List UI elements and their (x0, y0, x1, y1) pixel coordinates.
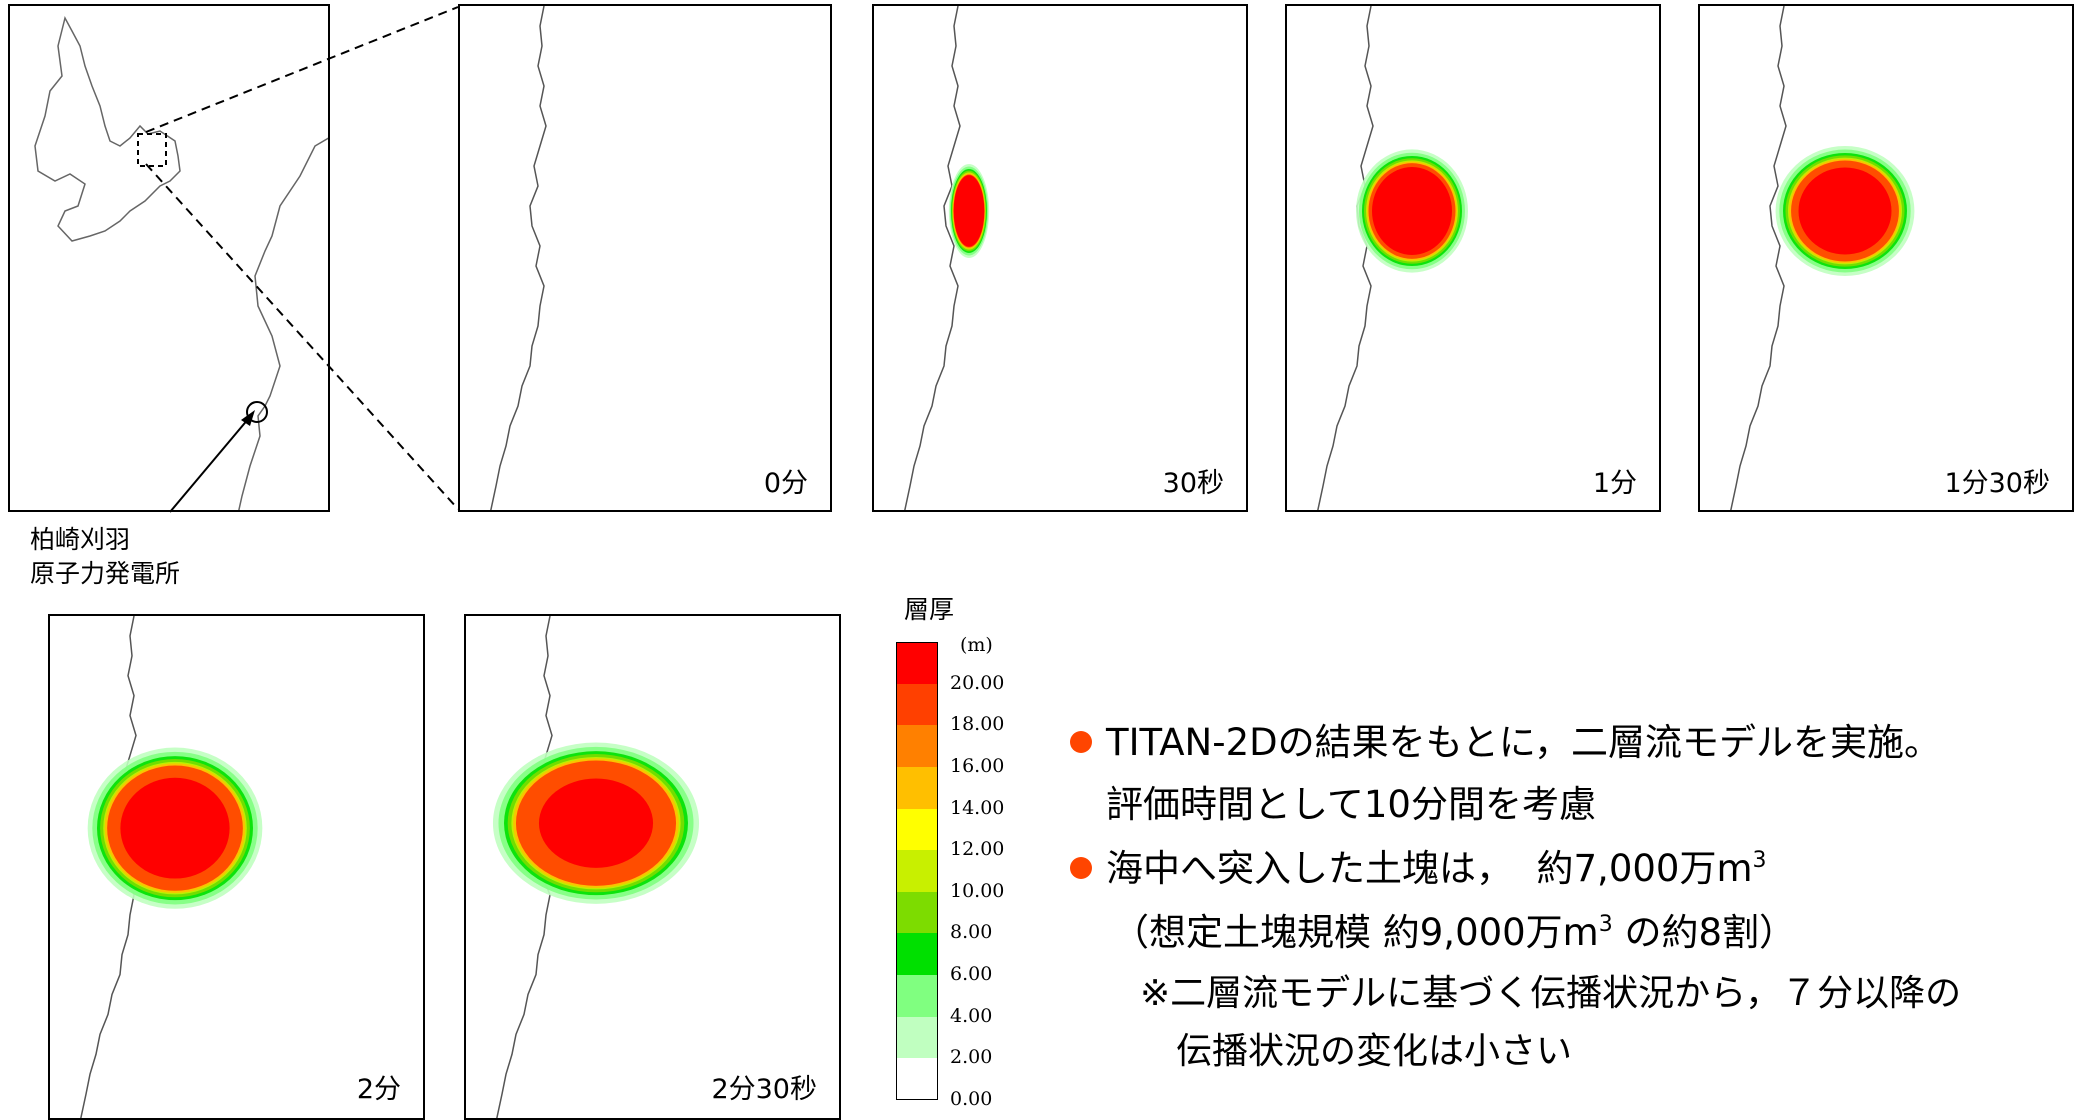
legend-swatch (896, 933, 938, 976)
sim-panel-3: 1分30秒 (1698, 4, 2074, 512)
overview-map (8, 4, 330, 512)
legend-swatch (896, 642, 938, 684)
sim-map (80, 616, 263, 1118)
note-1-line-1: TITAN-2Dの結果をもとに，二層流モデルを実施。 (1106, 721, 1942, 764)
note-2-text: 海中へ突入した土塊は， 約7,000万m (1106, 847, 1753, 890)
sim-panel-0: 0分 (458, 4, 832, 512)
legend-tick-label: 12.00 (950, 838, 1005, 861)
time-label: 30秒 (1162, 468, 1224, 499)
legend-swatch (896, 1016, 938, 1059)
note-3-post: の約8割） (1612, 911, 1797, 954)
legend-tick-label: 8.00 (950, 921, 993, 944)
note-bullet-2: 海中へ突入した土塊は， 約7,000万m3 (1070, 838, 1767, 892)
note-5-row: 伝播状況の変化は小さい (1176, 1022, 1572, 1074)
coastline (490, 6, 547, 510)
legend: (m) 20.00 18.00 16.00 14.00 12.00 10.00 8.00 6.… (896, 634, 1036, 1110)
note-3-row: （想定土塊規模 約9,000万m3 の約8割） (1112, 902, 1796, 956)
sim-map (904, 6, 990, 510)
legend-colorbar (896, 642, 938, 1100)
note-2-sup: 3 (1752, 848, 1767, 873)
landslide-flow (1775, 146, 1915, 276)
legend-swatch (896, 891, 938, 934)
landslide-flow (948, 163, 990, 259)
legend-swatch (896, 766, 938, 809)
note-bullet-1: TITAN-2Dの結果をもとに，二層流モデルを実施。 (1070, 712, 1941, 766)
zoom-box (137, 133, 167, 167)
sim-map (1317, 6, 1468, 510)
time-label: 2分 (356, 1074, 401, 1105)
legend-swatch (896, 725, 938, 767)
legend-swatch (896, 850, 938, 892)
sim-panel-1: 30秒 (872, 4, 1248, 512)
legend-tick-label: 20.00 (950, 671, 1005, 694)
legend-swatch (896, 683, 938, 726)
time-label: 1分30秒 (1944, 468, 2050, 499)
sim-panel-5: 2分30秒 (464, 614, 841, 1120)
coastline (1730, 6, 1787, 510)
landslide-flow (492, 742, 700, 904)
legend-unit: (m) (960, 634, 993, 656)
legend-tick-label: 4.00 (950, 1004, 993, 1027)
legend-tick-label: 18.00 (950, 713, 1005, 736)
legend-tick-label: 14.00 (950, 796, 1005, 819)
sim-map (490, 6, 547, 510)
coastline (1317, 6, 1374, 510)
time-label: 1分 (1592, 468, 1637, 499)
legend-tick-label: 16.00 (950, 754, 1005, 777)
note-4-row: ※二層流モデルに基づく伝播状況から，７分以降の (1140, 964, 1961, 1016)
legend-tick-label: 0.00 (950, 1088, 993, 1110)
sim-map (492, 616, 700, 1118)
site-label-line1: 柏崎刈羽 (30, 525, 131, 554)
note-3-text: （想定土塊規模 約9,000万m (1112, 911, 1599, 954)
bullet-dot-icon (1070, 856, 1092, 879)
site-label: 柏崎刈羽 原子力発電所 (30, 523, 180, 591)
legend-tick-label: 10.00 (950, 879, 1005, 902)
landslide-flow (87, 747, 263, 909)
bullet-dot-icon (1070, 730, 1092, 753)
time-label: 0分 (763, 468, 808, 499)
time-label: 2分30秒 (711, 1074, 817, 1105)
note-1-line-2-row: 評価時間として10分間を考慮 (1106, 774, 1596, 828)
legend-tick-label: 6.00 (950, 963, 993, 986)
sim-panel-4: 2分 (48, 614, 425, 1120)
note-1-line-2: 評価時間として10分間を考慮 (1106, 783, 1596, 826)
note-4-text: ※二層流モデルに基づく伝播状況から，７分以降の (1140, 973, 1962, 1014)
sim-panel-2: 1分 (1285, 4, 1661, 512)
legend-swatch (896, 975, 938, 1017)
coastline (904, 6, 961, 510)
overview-coastline (34, 15, 328, 510)
legend-tick-label: 2.00 (950, 1046, 993, 1069)
sim-map (1730, 6, 1915, 510)
note-3-sup: 3 (1598, 912, 1613, 937)
note-5-text: 伝播状況の変化は小さい (1176, 1031, 1573, 1072)
site-label-line2: 原子力発電所 (30, 559, 181, 588)
legend-title: 層厚 (904, 595, 955, 624)
landslide-flow (1356, 149, 1468, 273)
legend-swatch (896, 808, 938, 851)
site-marker-icon (246, 401, 268, 423)
legend-swatch (896, 1058, 938, 1100)
